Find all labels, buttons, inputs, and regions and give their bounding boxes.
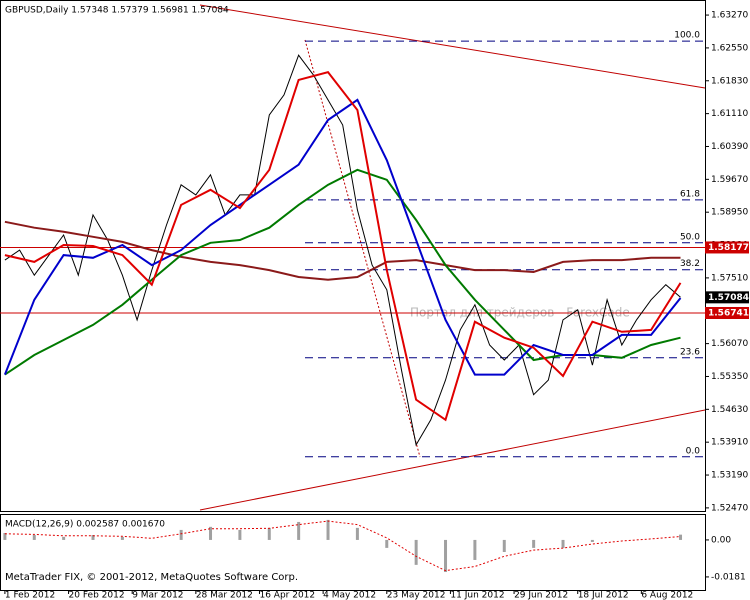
macd-title: MACD(12,26,9) 0.002587 0.001670 [5,520,165,530]
y-tick-label: 1.56070 [711,339,748,349]
y-tick-label: 1.59670 [711,175,748,185]
series-line [4,70,682,422]
price-level-label: 1.56741 [708,308,749,318]
y-tick-label: 1.52470 [711,503,748,513]
macd-frame [0,514,706,591]
y-tick-label: 1.54630 [711,405,748,415]
y-tick-label: 1.57510 [711,273,748,283]
last-price-label: 1.57084 [708,293,749,303]
trend-line [199,4,706,89]
fib-label: 23.6 [680,347,700,357]
x-tick-label: 11 Jun 2012 [450,591,504,600]
x-tick-label: 16 Apr 2012 [259,591,315,600]
chart-title: GBPUSD,Daily 1.57348 1.57379 1.56981 1.5… [5,6,229,16]
y-tick-label: 1.58950 [711,208,748,218]
x-tick-label: 4 May 2012 [323,591,376,600]
y-tick-label: 1.53910 [711,438,748,448]
trend-line [199,409,706,511]
series-line [4,54,681,447]
fib-label: 0.0 [686,446,701,456]
y-tick-label: 1.61830 [711,76,748,86]
fib-trend [304,39,421,458]
y-tick-label: 1.61110 [711,109,748,119]
fib-label: 100.0 [674,31,700,41]
price-level-label: 1.58177 [708,243,749,253]
y-tick-label: -0.0181 [711,572,746,582]
price-level-box [705,306,749,319]
series-line [3,98,682,376]
x-tick-label: 18 Jul 2012 [578,591,629,600]
x-tick-label: 28 Mar 2012 [196,591,253,600]
x-tick-label: 1 Feb 2012 [5,591,55,600]
x-tick-label: 9 Mar 2012 [132,591,183,600]
y-tick-label: 1.62550 [711,43,748,53]
fib-label: 50.0 [680,232,700,242]
fib-label: 38.2 [680,259,700,269]
x-tick-label: 23 May 2012 [387,591,446,600]
series-line [4,220,681,281]
y-tick-label: 1.63270 [711,11,748,21]
main-frame [0,0,706,512]
footer: MetaTrader FIX, © 2001-2012, MetaQuotes … [5,572,298,583]
last-price-box [705,291,749,304]
y-tick-label: 1.60390 [711,142,748,152]
x-tick-label: 29 Jun 2012 [514,591,568,600]
fib-label: 61.8 [680,189,700,199]
x-tick-label: 6 Aug 2012 [641,591,693,600]
signal-line [4,520,681,572]
y-tick-label: 1.55350 [711,372,748,382]
y-tick-label: 0.00 [711,535,731,545]
x-tick-label: 20 Feb 2012 [69,591,125,600]
y-tick-label: 1.53190 [711,471,748,481]
price-level-box [705,241,749,254]
